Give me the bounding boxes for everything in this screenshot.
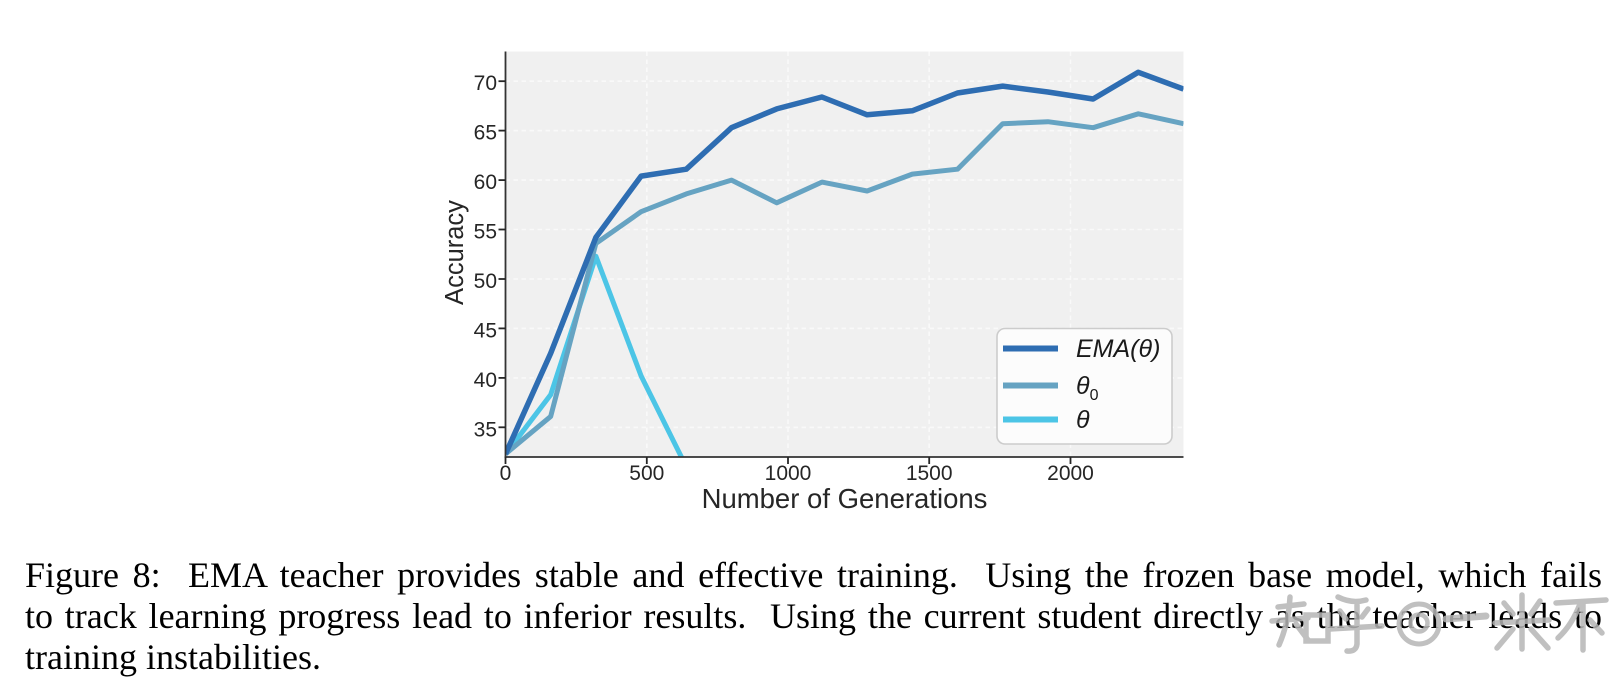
svg-text:Accuracy: Accuracy [441, 200, 469, 305]
svg-text:θ: θ [1076, 406, 1090, 434]
svg-text:1500: 1500 [906, 462, 953, 485]
svg-text:2000: 2000 [1047, 462, 1094, 485]
svg-text:500: 500 [629, 462, 664, 485]
svg-text:60: 60 [474, 171, 497, 194]
svg-text:55: 55 [474, 221, 497, 244]
svg-text:65: 65 [474, 122, 497, 145]
svg-text:45: 45 [474, 319, 497, 342]
svg-text:35: 35 [474, 418, 497, 441]
svg-text:Number of Generations: Number of Generations [702, 483, 988, 514]
svg-text:EMA(θ): EMA(θ) [1076, 335, 1160, 363]
svg-text:70: 70 [474, 72, 497, 95]
svg-text:1000: 1000 [765, 462, 812, 485]
svg-text:50: 50 [474, 270, 497, 293]
svg-text:40: 40 [474, 369, 497, 392]
svg-text:0: 0 [500, 462, 512, 485]
